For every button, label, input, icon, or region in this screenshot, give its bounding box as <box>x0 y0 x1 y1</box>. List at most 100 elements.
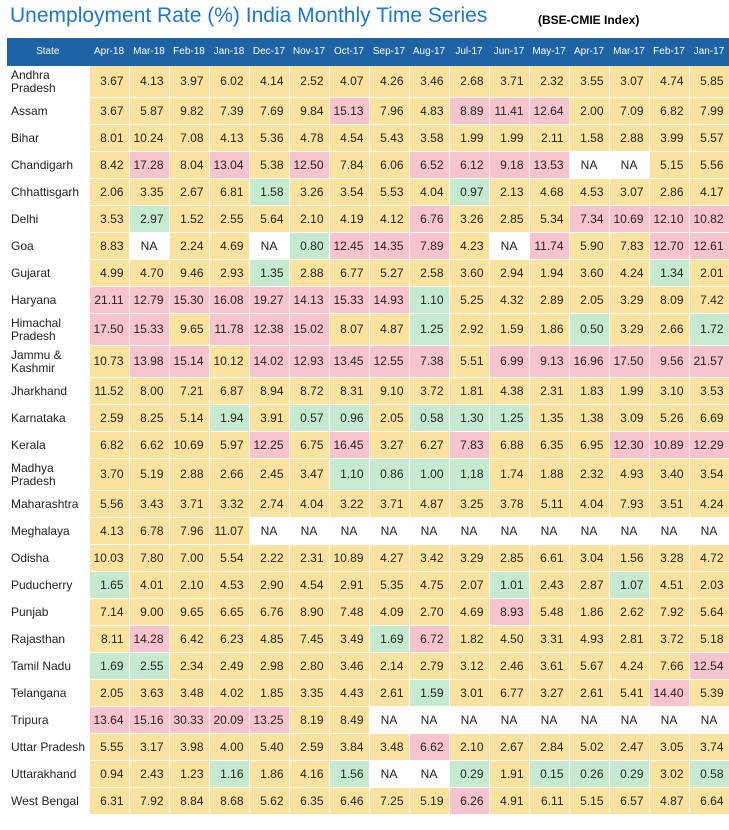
table-cell: 8.31 <box>329 377 370 405</box>
table-cell: 4.70 <box>129 259 170 287</box>
table-cell: 8.04 <box>169 151 210 179</box>
table-row: Uttarakhand 0.94 2.43 1.23 1.16 1.86 4.16 1.56 N… <box>7 760 729 788</box>
table-row: Rajasthan 8.11 14.28 6.42 6.23 4.85 7.45 3.49 1.… <box>7 625 729 653</box>
table-cell: 3.31 <box>529 625 570 653</box>
chart-subtitle: (BSE-CMIE Index) <box>538 13 640 27</box>
table-cell: 4.02 <box>209 679 250 707</box>
table-row: Gujarat 4.99 4.70 9.46 2.93 1.35 2.88 6.77 5.27 2… <box>7 259 729 287</box>
table-cell: 8.19 <box>289 706 330 734</box>
table-cell: NA <box>489 706 530 734</box>
table-cell: 2.10 <box>169 571 210 599</box>
table-cell: 7.83 <box>449 431 490 459</box>
table-cell: 3.27 <box>369 431 410 459</box>
table-cell: 2.24 <box>169 232 210 260</box>
table-cell: 12.54 <box>689 652 729 680</box>
table-cell: 9.00 <box>129 598 170 626</box>
table-cell: 6.31 <box>89 787 130 815</box>
table-cell: 2.90 <box>249 571 290 599</box>
table-cell: 3.09 <box>609 404 650 432</box>
table-cell: 19.27 <box>249 286 290 314</box>
table-cell: 6.02 <box>209 66 250 98</box>
table-cell: 3.71 <box>489 66 530 98</box>
table-cell: 2.00 <box>569 97 610 125</box>
table-cell: 6.52 <box>409 151 450 179</box>
table-cell: 2.74 <box>249 490 290 518</box>
table-cell: 2.32 <box>529 66 570 98</box>
table-cell: 6.78 <box>129 517 170 545</box>
table-cell: 5.48 <box>529 598 570 626</box>
table-cell: 0.97 <box>449 178 490 206</box>
table-row: Karnataka 2.59 8.25 5.14 1.94 3.91 0.57 0.96 2.0… <box>7 404 729 432</box>
table-cell: 8.89 <box>449 97 490 125</box>
table-cell: 7.38 <box>409 345 450 378</box>
table-cell: 0.15 <box>529 760 570 788</box>
table-cell: 4.19 <box>329 205 370 233</box>
table-cell: 3.46 <box>329 652 370 680</box>
table-cell: 10.82 <box>689 205 729 233</box>
table-cell: 2.11 <box>529 124 570 152</box>
table-cell: 5.40 <box>249 733 290 761</box>
table-row: West Bengal 6.31 7.92 8.84 8.68 5.62 6.35 6.46 7… <box>7 787 729 815</box>
table-cell: 9.10 <box>369 377 410 405</box>
state-name: Tamil Nadu <box>7 652 90 680</box>
table-cell: 4.53 <box>209 571 250 599</box>
table-cell: 3.71 <box>369 490 410 518</box>
table-cell: 6.46 <box>329 787 370 815</box>
table-cell: 5.35 <box>369 571 410 599</box>
table-cell: 5.15 <box>649 151 690 179</box>
column-header: Feb-18 <box>169 38 210 66</box>
table-cell: 6.77 <box>489 679 530 707</box>
table-cell: 7.96 <box>169 517 210 545</box>
table-cell: 6.75 <box>289 431 330 459</box>
table-cell: 10.69 <box>169 431 210 459</box>
table-cell: 13.25 <box>249 706 290 734</box>
state-name: Goa <box>7 232 90 260</box>
table-cell: NA <box>489 232 530 260</box>
table-cell: 4.23 <box>449 232 490 260</box>
table-cell: 4.04 <box>569 490 610 518</box>
table-cell: 3.26 <box>449 205 490 233</box>
table-cell: 12.45 <box>329 232 370 260</box>
table-cell: 5.64 <box>249 205 290 233</box>
table-cell: 3.99 <box>649 124 690 152</box>
table-cell: 6.26 <box>449 787 490 815</box>
table-cell: 5.56 <box>689 151 729 179</box>
state-name: Chhattisgarh <box>7 178 90 206</box>
table-cell: 2.66 <box>209 458 250 491</box>
table-cell: 4.74 <box>649 66 690 98</box>
table-row: Uttar Pradesh 5.55 3.17 3.98 4.00 5.40 2.59 3.8… <box>7 733 729 761</box>
column-header: Feb-17 <box>649 38 690 66</box>
table-cell: 6.82 <box>649 97 690 125</box>
state-name: Puducherry <box>7 571 90 599</box>
table-cell: 2.98 <box>249 652 290 680</box>
table-cell: 1.99 <box>489 124 530 152</box>
table-cell: 15.33 <box>329 286 370 314</box>
state-name: Madhya Pradesh <box>7 458 90 491</box>
table-cell: 2.43 <box>529 571 570 599</box>
table-cell: 5.43 <box>369 124 410 152</box>
table-row: Assam 3.67 5.87 9.82 7.39 7.69 9.84 15.13 7.96 4.… <box>7 97 729 125</box>
table-cell: 8.01 <box>89 124 130 152</box>
table-cell: NA <box>249 517 290 545</box>
table-cell: 2.06 <box>89 178 130 206</box>
table-cell: 3.91 <box>249 404 290 432</box>
table-cell: 2.91 <box>329 571 370 599</box>
table-cell: 5.25 <box>449 286 490 314</box>
table-cell: 6.06 <box>369 151 410 179</box>
table-cell: 2.58 <box>409 259 450 287</box>
table-cell: 6.11 <box>529 787 570 815</box>
table-cell: 2.93 <box>209 259 250 287</box>
table-cell: 4.09 <box>369 598 410 626</box>
table-cell: 3.70 <box>89 458 130 491</box>
table-cell: 3.60 <box>569 259 610 287</box>
table-cell: 2.10 <box>289 205 330 233</box>
table-cell: 3.46 <box>409 66 450 98</box>
table-cell: 12.79 <box>129 286 170 314</box>
table-cell: 6.88 <box>489 431 530 459</box>
table-cell: 2.61 <box>369 679 410 707</box>
state-name: Bihar <box>7 124 90 152</box>
table-cell: 2.07 <box>449 571 490 599</box>
table-cell: 7.89 <box>409 232 450 260</box>
table-cell: 4.13 <box>129 66 170 98</box>
state-name: Gujarat <box>7 259 90 287</box>
